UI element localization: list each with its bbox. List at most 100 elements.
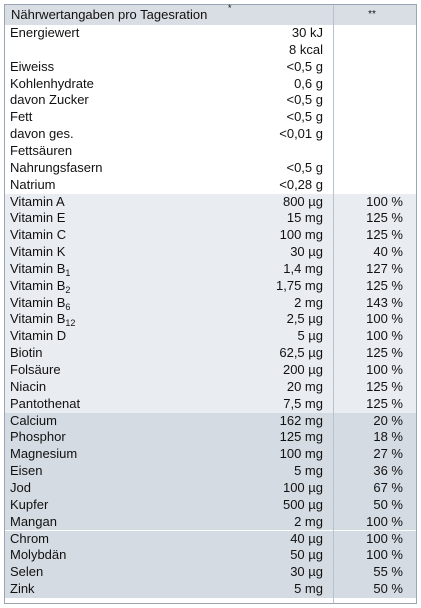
nutrient-name: Vitamin D [10,328,67,344]
nutrient-name: Eiweiss [10,58,55,74]
nutrient-amount: <0,01 g [279,126,323,142]
table-row: Vitamin B1 1,4 mg 127 % [5,260,416,278]
nutrient-percent: 125 % [366,227,403,243]
nutrient-amount: <0,5 g [286,109,323,125]
nutrient-amount: 100 mg [279,227,323,243]
nutrient-name: Eisen [10,463,43,479]
nutrient-name: Vitamin B2 [10,277,71,295]
nutrient-subscript: 12 [65,318,76,329]
table-row: Vitamin B2 1,75 mg 125 % [5,277,416,295]
table-row: Natrium <0,28 g [5,176,416,194]
nutrient-percent: 20 % [373,412,403,428]
nutrient-amount: 100 mg [279,446,323,462]
table-title: Nährwertangaben pro Tagesration [11,7,208,22]
nutrient-name: Pantothenat [10,395,81,411]
nutrient-name: davon ges. [10,126,74,142]
nutrient-percent: 100 % [366,311,403,327]
nutrient-name: Biotin [10,345,43,361]
percent-column-header: ** [368,9,376,20]
table-row: Zink 5 mg 50 % [5,581,416,598]
nutrient-percent [335,160,403,177]
table-row: davon Zucker <0,5 g [5,92,416,110]
nutrient-amount: 2 mg [294,294,323,310]
table-row: Phosphor 125 mg 18 % [5,429,416,447]
table-row: davon ges. <0,01 g [5,126,416,143]
table-row: 8 kcal [5,41,416,59]
nutrient-name: davon Zucker [10,92,89,108]
nutrient-amount: <0,5 g [286,58,323,74]
table-row: Energiewert 30 kJ [5,25,416,42]
column-divider [333,5,334,603]
nutrient-name: Natrium [10,176,56,192]
table-row: Selen 30 µg 55 % [5,564,416,582]
nutrient-amount: <0,5 g [286,92,323,108]
table-row: Eisen 5 mg 36 % [5,463,416,480]
table-row: Biotin 62,5 µg 125 % [5,345,416,362]
nutrient-name: Fettsäuren [10,142,73,158]
table-row: Vitamin B6 2 mg 143 % [5,294,416,312]
nutrient-amount: 20 mg [286,378,323,394]
nutrient-name: Phosphor [10,429,66,445]
nutrient-amount: 8 kcal [289,41,323,57]
nutrient-percent [335,59,403,76]
nutrient-percent: 50 % [373,496,403,512]
nutrient-name: Selen [10,564,44,580]
nutrient-percent: 100 % [366,547,403,563]
nutrient-percent: 125 % [366,210,403,226]
nutrient-percent [335,177,403,194]
nutrient-percent: 100 % [366,193,403,209]
table-row: Nahrungsfasern <0,5 g [5,159,416,177]
nutrient-name: Calcium [10,412,57,428]
nutrient-amount: 5 mg [294,463,323,479]
table-row: Niacin 20 mg 125 % [5,378,416,396]
table-row: Chrom 40 µg 100 % [5,530,416,548]
nutrient-name: Energiewert [10,25,80,40]
table-row: Kupfer 500 µg 50 % [5,496,416,514]
nutrient-percent: 100 % [366,328,403,344]
table-row: Folsäure 200 µg 100 % [5,362,416,379]
nutrient-name: Molybdän [10,547,67,563]
nutrient-amount: 50 µg [290,547,323,563]
nutrient-amount: 800 µg [282,193,323,209]
nutrient-percent: 27 % [373,446,403,462]
nutrient-name: Vitamin C [10,227,67,243]
nutrient-subscript: 2 [65,284,71,295]
nutrient-percent: 143 % [366,294,403,310]
nutrient-amount: 200 µg [282,362,323,377]
nutrient-name: Kohlenhydrate [10,75,94,91]
table-row: Vitamin K 30 µg 40 % [5,244,416,261]
nutrient-amount: 1,75 mg [276,277,323,293]
nutrient-amount: 5 mg [294,581,323,597]
table-row: Vitamin A 800 µg 100 % [5,193,416,211]
nutrient-percent: 40 % [373,244,403,260]
nutrient-name: Vitamin E [10,210,66,226]
nutrient-amount: <0,28 g [279,176,323,192]
nutrient-percent [335,76,403,93]
nutrient-percent: 100 % [366,530,403,546]
nutrient-amount: 30 kJ [291,25,323,40]
nutrient-amount: 2,5 µg [286,311,323,327]
nutrient-name: Zink [10,581,35,597]
table-row: Vitamin D 5 µg 100 % [5,328,416,346]
footnote-star: * [228,3,232,13]
table-row: Vitamin C 100 mg 125 % [5,227,416,245]
table-row: Kohlenhydrate 0,6 g [5,75,416,93]
nutrient-percent [335,109,403,126]
nutrient-amount: 1,4 mg [283,260,323,276]
nutrient-percent: 50 % [373,581,403,597]
table-row: Vitamin E 15 mg 125 % [5,210,416,228]
nutrient-name: Nahrungsfasern [10,159,103,175]
nutrient-name: Mangan [10,513,57,529]
nutrient-name: Folsäure [10,362,61,377]
nutrient-amount: 15 mg [286,210,323,226]
nutrient-percent: 67 % [373,479,403,495]
nutrient-amount: 62,5 µg [279,345,323,361]
table-header: Nährwertangaben pro Tagesration * ** [5,3,416,25]
nutrient-percent: 125 % [366,277,403,293]
nutrient-percent: 100 % [366,362,403,377]
nutrition-table: Nährwertangaben pro Tagesration * ** Ene… [4,3,417,604]
nutrient-amount: 162 mg [279,412,323,428]
nutrient-amount: 0,6 g [294,75,323,91]
table-row: Jod 100 µg 67 % [5,479,416,497]
nutrient-amount [235,143,323,160]
